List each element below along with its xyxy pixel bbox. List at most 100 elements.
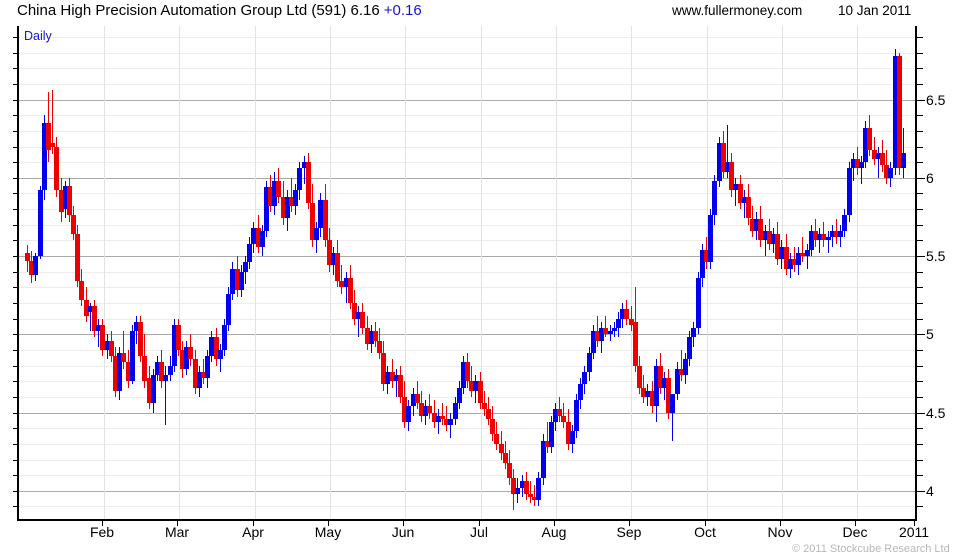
candle-wick [396, 368, 397, 397]
y-axis-tick [917, 193, 923, 194]
candle-body [524, 481, 529, 494]
x-axis-label: 2011 [898, 524, 930, 540]
candle-body [38, 190, 43, 257]
candle-body [541, 440, 546, 479]
candle-wick [735, 177, 736, 206]
candle-body [306, 162, 311, 203]
x-axis-tick [705, 521, 706, 526]
candle-wick [304, 155, 305, 185]
candle-body [239, 271, 244, 291]
gridline-minor-horizontal [19, 444, 917, 445]
gridline-major-horizontal [19, 334, 917, 335]
x-axis-tick [780, 521, 781, 526]
candle-body [79, 281, 84, 300]
candle-body [503, 453, 508, 463]
candle-body [402, 396, 407, 422]
candle-body [126, 362, 131, 382]
candle-body [281, 196, 286, 219]
candle-body [432, 412, 437, 422]
gridline-vertical [179, 26, 180, 519]
candle-body [54, 146, 59, 191]
y-axis-tick-left [13, 397, 19, 398]
candle-body [784, 246, 789, 269]
candle-body [88, 306, 93, 313]
candle-body [738, 184, 743, 203]
x-axis-label: Jun [391, 524, 415, 540]
gridline-major-horizontal [19, 100, 917, 101]
y-axis-tick [917, 287, 923, 288]
candle-body [507, 462, 512, 479]
y-axis-tick-left [13, 225, 19, 226]
candle-body [201, 371, 206, 379]
candle-body [297, 168, 302, 191]
candle-body [805, 249, 810, 257]
gridline-major-horizontal [19, 256, 917, 257]
candle-body [356, 312, 361, 319]
gridline-minor-horizontal [19, 162, 917, 163]
candle-body [712, 180, 717, 216]
candle-wick [98, 318, 99, 347]
candle-body [142, 356, 147, 382]
candle-body [260, 231, 265, 247]
candle-wick [605, 315, 606, 338]
candle-body [180, 349, 185, 369]
candle-body [792, 259, 797, 266]
candle-body [670, 393, 675, 413]
candle-body [767, 231, 772, 244]
chart-date: 10 Jan 2011 [838, 3, 912, 18]
candle-body [750, 218, 755, 232]
candle-body [603, 328, 608, 335]
candle-body [25, 252, 30, 261]
candle-wick [547, 421, 548, 454]
candle-body [494, 434, 499, 444]
candle-body [486, 409, 491, 419]
candle-body [352, 303, 357, 319]
candle-body [566, 421, 571, 444]
chart-header: China High Precision Automation Group Lt… [0, 0, 980, 24]
candle-body [532, 497, 537, 501]
gridline-vertical [330, 26, 331, 519]
candle-body [838, 231, 843, 238]
y-axis-tick [917, 475, 923, 476]
candle-body [515, 487, 520, 494]
candle-body [876, 152, 881, 160]
candle-body [247, 243, 252, 263]
candle-body [168, 365, 173, 375]
candle-body [691, 328, 696, 338]
y-axis-tick [917, 68, 923, 69]
candle-wick [765, 224, 766, 257]
y-axis-tick [917, 350, 923, 351]
candle-body [763, 231, 768, 241]
candle-body [335, 252, 340, 282]
candle-wick [123, 331, 124, 369]
candle-body [184, 346, 189, 369]
candle-body [872, 149, 877, 160]
candle-wick [341, 265, 342, 294]
y-axis-tick [917, 397, 923, 398]
x-axis-label: Oct [694, 524, 716, 540]
gridline-minor-horizontal [19, 287, 917, 288]
candle-body [365, 328, 370, 344]
x-axis-label: Dec [842, 524, 868, 540]
candle-wick [52, 90, 53, 155]
candle-body [314, 227, 319, 241]
candle-body [704, 249, 709, 263]
x-axis-label: Sep [616, 524, 642, 540]
gridline-minor-horizontal [19, 115, 917, 116]
candle-body [469, 381, 474, 391]
candle-body [796, 252, 801, 266]
candle-body [499, 443, 504, 454]
candle-body [117, 353, 122, 391]
gridline-minor-horizontal [19, 319, 917, 320]
gridline-minor-horizontal [19, 397, 917, 398]
x-axis-tick [328, 521, 329, 526]
gridline-minor-horizontal [19, 350, 917, 351]
gridline-major-horizontal [19, 178, 917, 179]
candle-body [96, 324, 101, 332]
x-axis-tick [102, 521, 103, 526]
y-axis-tick [917, 147, 923, 148]
y-axis-tick-left [13, 256, 19, 257]
candle-body [641, 387, 646, 397]
candle-body [256, 227, 261, 247]
candle-body [218, 349, 223, 360]
